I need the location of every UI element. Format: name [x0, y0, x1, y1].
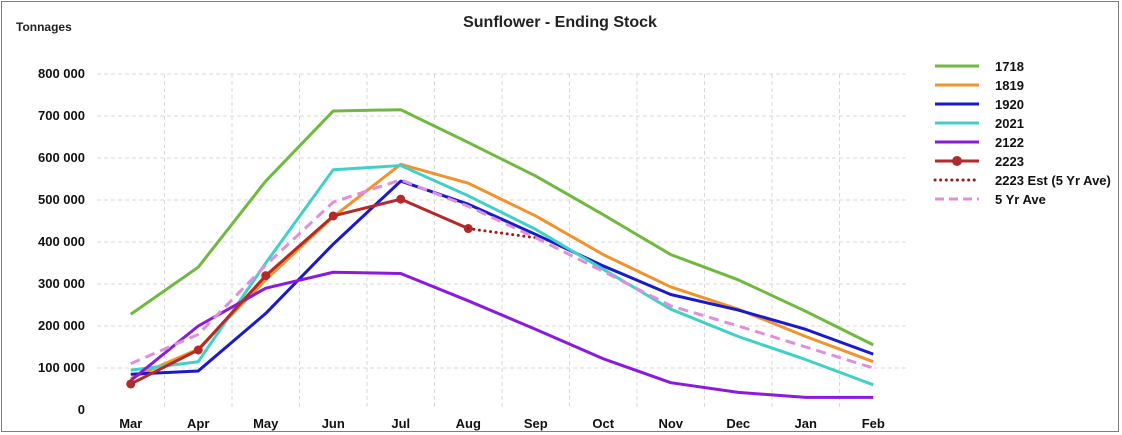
- legend: 1718 1819 1920 2021 2122 2223 2223 Est (5 Yr A…: [933, 59, 1111, 207]
- y-tick-label: 700 000: [38, 108, 85, 123]
- x-tick-label: Feb: [862, 416, 885, 431]
- y-axis-ticks: 0 100 000 200 000 300 000 400 000 500 000 600 …: [38, 66, 85, 417]
- series-line-1718: [129, 108, 874, 347]
- y-tick-label: 0: [78, 402, 85, 417]
- legend-label: 2122: [995, 135, 1024, 150]
- x-tick-label: Dec: [726, 416, 750, 431]
- x-tick-label: Mar: [119, 416, 142, 431]
- series-layer: [126, 108, 874, 399]
- x-tick-label: Jun: [322, 416, 345, 431]
- y-tick-label: 200 000: [38, 318, 85, 333]
- series-line-2223-est-5-yr-ave: [466, 227, 538, 240]
- x-tick-label: Aug: [456, 416, 481, 431]
- legend-label: 2223: [995, 154, 1024, 169]
- y-tick-label: 400 000: [38, 234, 85, 249]
- legend-label: 5 Yr Ave: [995, 192, 1046, 207]
- data-point-2223: [328, 211, 338, 221]
- data-point-2223: [193, 345, 203, 355]
- legend-label: 1819: [995, 78, 1024, 93]
- x-tick-label: Oct: [592, 416, 614, 431]
- y-axis-unit-label: Tonnages: [16, 20, 72, 34]
- legend-label: 1920: [995, 97, 1024, 112]
- series-line-2122: [129, 270, 874, 399]
- series-line-1920: [130, 179, 874, 376]
- x-axis-ticks: Mar Apr May Jun Jul Aug Sep Oct Nov Dec Jan Feb: [119, 416, 885, 431]
- series-2223: [126, 194, 473, 389]
- data-point-2223: [261, 271, 271, 281]
- y-tick-label: 500 000: [38, 192, 85, 207]
- series-line-2021: [130, 164, 874, 387]
- y-tick-label: 800 000: [38, 66, 85, 81]
- legend-label: 1718: [995, 59, 1024, 74]
- series-1718: [129, 108, 874, 347]
- x-tick-label: Nov: [658, 416, 683, 431]
- series-2223-est-5-yr-ave: [466, 227, 538, 240]
- grid-layer: [97, 73, 907, 410]
- legend-marker: [952, 156, 962, 166]
- legend-item-1920: 1920: [935, 97, 1024, 112]
- legend-item-2223-est-5-yr-ave: 2223 Est (5 Yr Ave): [933, 173, 1111, 188]
- series-2122: [129, 270, 874, 399]
- legend-label: 2223 Est (5 Yr Ave): [995, 173, 1111, 188]
- data-point-2223: [126, 379, 136, 389]
- legend-item-1718: 1718: [935, 59, 1024, 74]
- y-tick-label: 300 000: [38, 276, 85, 291]
- x-tick-label: Jan: [795, 416, 817, 431]
- y-tick-label: 100 000: [38, 360, 85, 375]
- legend-item-5-yr-ave: 5 Yr Ave: [935, 192, 1046, 207]
- series-line-2223: [130, 197, 469, 386]
- y-tick-label: 600 000: [38, 150, 85, 165]
- x-tick-label: Sep: [524, 416, 548, 431]
- series-1920: [130, 179, 874, 376]
- series-2021: [130, 164, 874, 387]
- legend-item-2223: 2223: [935, 154, 1024, 169]
- legend-item-2122: 2122: [935, 135, 1024, 150]
- data-point-2223: [396, 194, 406, 204]
- x-tick-label: Jul: [391, 416, 410, 431]
- legend-item-1819: 1819: [935, 78, 1024, 93]
- x-tick-label: May: [253, 416, 279, 431]
- legend-label: 2021: [995, 116, 1024, 131]
- legend-item-2021: 2021: [935, 116, 1024, 131]
- chart-title: Sunflower - Ending Stock: [463, 14, 657, 31]
- x-tick-label: Apr: [187, 416, 209, 431]
